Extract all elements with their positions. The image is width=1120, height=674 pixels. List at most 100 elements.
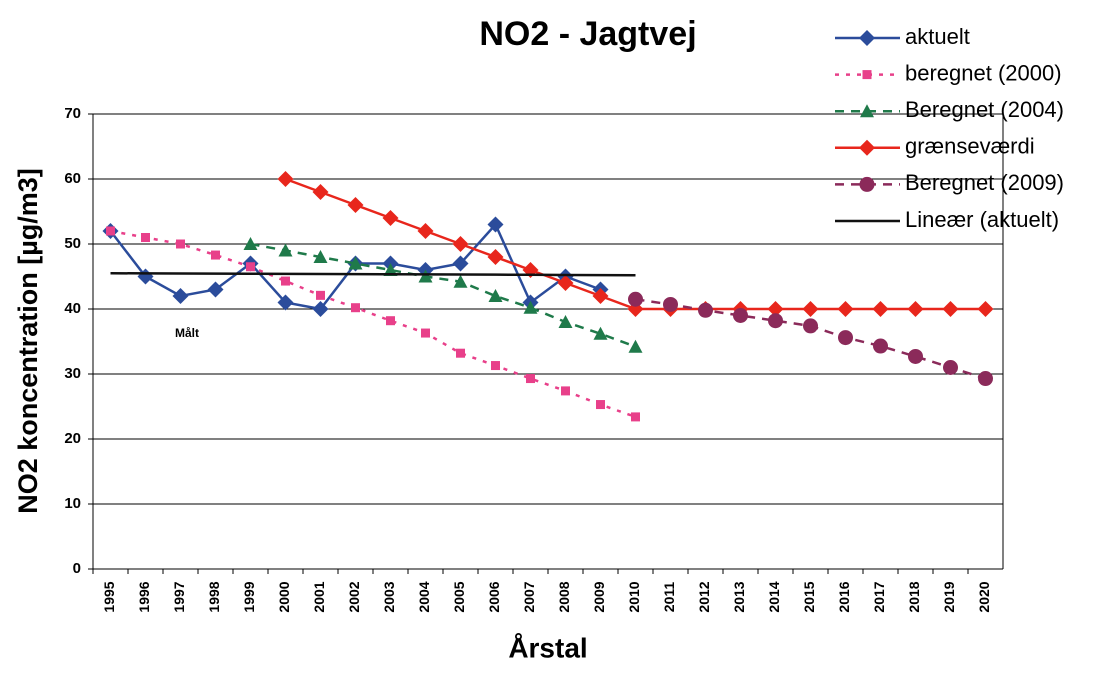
y-tick-label: 30 [64,365,81,382]
annotation: Målt [175,326,199,340]
data-point [176,239,185,249]
x-tick-label: 2007 [521,581,537,612]
data-point [631,412,640,422]
data-point [838,330,853,346]
data-point [943,360,958,375]
data-point [347,197,364,213]
data-point [172,288,189,304]
data-point [453,274,468,288]
y-tick-label: 20 [64,430,81,447]
legend-label: grænseværdi [905,134,1035,159]
x-tick-label: 2010 [626,581,642,612]
x-tick-label: 2014 [766,581,782,612]
legend-marker [859,139,875,156]
x-tick-label: 2008 [556,581,572,612]
data-point [277,171,294,187]
data-point [452,236,469,252]
data-point [383,263,398,276]
data-point [558,315,573,328]
data-point [873,338,888,354]
data-point [386,316,395,326]
x-tick-label: 2016 [836,581,852,612]
data-point [908,348,923,364]
data-point [488,289,503,302]
x-tick-label: 2005 [451,581,467,612]
data-point [487,249,504,265]
legend-label: beregnet (2000) [905,60,1062,85]
y-tick-label: 0 [73,560,81,577]
y-tick-label: 10 [64,495,81,512]
data-point [596,400,605,410]
x-tick-label: 2020 [976,581,992,612]
legend-label: Beregnet (2009) [905,170,1064,195]
x-tick-label: 2013 [731,581,747,612]
data-point [313,250,328,263]
x-tick-label: 2012 [696,581,712,612]
data-point [698,302,713,318]
x-tick-label: 2002 [346,581,362,612]
data-point [418,269,433,283]
data-point [348,256,363,270]
data-point [106,226,115,236]
legend-marker [862,70,872,80]
data-point [837,301,854,317]
data-point [278,243,293,257]
legend-marker [860,104,874,118]
legend-marker [859,176,875,192]
data-point [803,318,818,334]
data-point [977,301,994,317]
x-tick-label: 2015 [801,581,817,612]
data-point [417,223,434,239]
x-tick-label: 1998 [206,581,222,612]
data-point [592,288,609,304]
y-tick-label: 50 [64,235,81,252]
data-point [456,348,465,358]
data-point [491,361,500,371]
x-tick-label: 1997 [171,581,187,612]
data-point [246,262,255,272]
series-line [110,272,636,277]
data-point [421,328,430,338]
data-point [593,326,608,340]
data-point [872,301,889,317]
legend-label: aktuelt [905,24,970,49]
x-tick-label: 2009 [591,581,607,612]
data-point [277,294,294,311]
data-point [942,301,959,317]
data-point [211,250,220,260]
data-point [351,303,360,313]
series-line [110,229,636,419]
y-tick-label: 60 [64,170,81,187]
x-tick-label: 2000 [276,581,292,612]
data-point [561,386,570,396]
data-point [768,313,783,329]
chart-title: NO2 - Jagtvej [479,15,696,53]
data-point [523,300,538,314]
data-point [316,290,325,300]
data-point [382,210,399,226]
y-tick-label: 40 [64,300,81,317]
data-point [557,275,574,291]
data-point [663,296,678,312]
data-point [526,374,535,384]
data-point [978,371,993,387]
x-axis-label: Årstal [508,632,587,663]
x-tick-label: 2004 [416,581,432,612]
series-line [250,242,636,348]
data-point [452,255,469,272]
x-tick-label: 2001 [311,581,327,612]
legend-marker [859,30,875,46]
data-point [312,301,329,317]
y-tick-label: 70 [64,105,81,122]
x-tick-label: 1995 [101,581,117,612]
legend-label: Lineær (aktuelt) [905,207,1059,232]
x-tick-label: 2017 [871,581,887,612]
data-point [243,237,258,250]
data-point [628,291,643,307]
data-point [141,233,150,242]
x-tick-label: 2011 [661,582,677,613]
x-tick-label: 2003 [381,581,397,612]
data-point [487,216,504,233]
x-tick-label: 1996 [136,581,152,612]
